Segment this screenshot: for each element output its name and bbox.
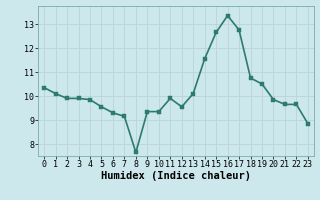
X-axis label: Humidex (Indice chaleur): Humidex (Indice chaleur) xyxy=(101,171,251,181)
